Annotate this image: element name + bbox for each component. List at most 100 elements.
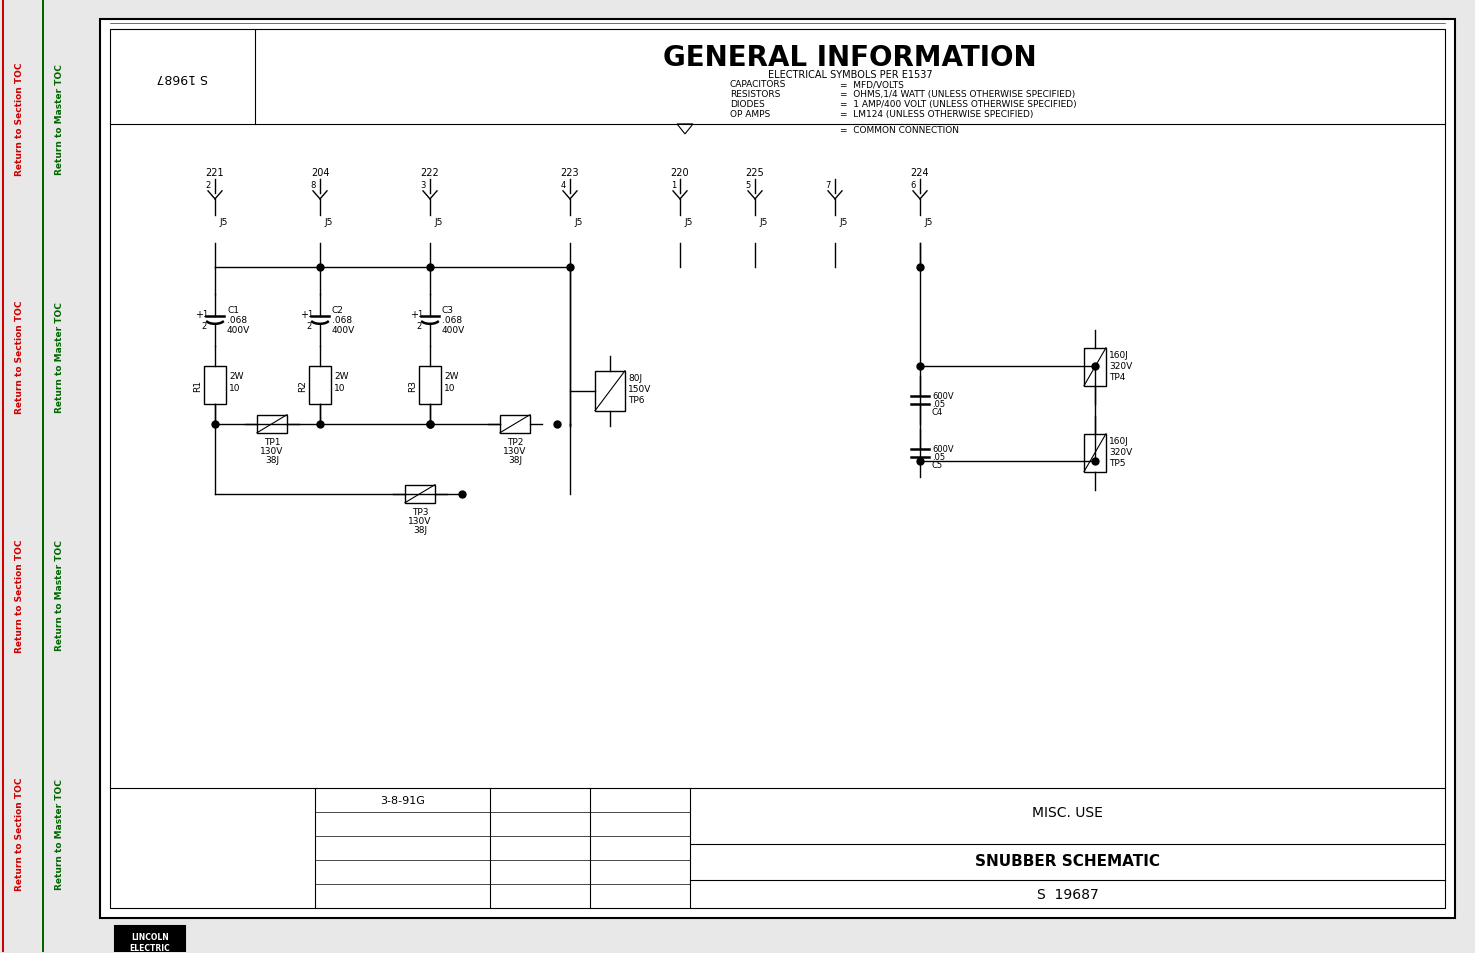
Text: Return to Section TOC: Return to Section TOC [16, 62, 25, 175]
Text: 38J: 38J [507, 456, 522, 464]
Text: J5: J5 [684, 217, 692, 227]
Text: 7: 7 [826, 181, 830, 191]
Text: 3-8-91G: 3-8-91G [381, 796, 425, 805]
Text: 5: 5 [746, 181, 751, 191]
Bar [1084, 435, 1106, 472]
Text: 320V: 320V [1109, 361, 1133, 371]
Bar [419, 366, 441, 404]
Text: 222: 222 [420, 168, 440, 177]
Text: Return to Master TOC: Return to Master TOC [56, 539, 65, 651]
Text: 221: 221 [205, 168, 224, 177]
Text: Return to Section TOC: Return to Section TOC [16, 300, 25, 414]
Text: +: + [299, 310, 308, 319]
Text: TP3: TP3 [412, 507, 428, 517]
Text: TP4: TP4 [1109, 373, 1125, 381]
Text: 2W: 2W [333, 372, 348, 380]
Text: .068: .068 [227, 316, 248, 325]
Text: J5: J5 [218, 217, 227, 227]
Text: 8: 8 [311, 181, 316, 191]
Bar [115, 926, 184, 953]
Text: Return to Section TOC: Return to Section TOC [16, 777, 25, 890]
Text: 38J: 38J [413, 525, 428, 534]
Text: CAPACITORS: CAPACITORS [730, 80, 786, 90]
Text: 2: 2 [202, 322, 207, 331]
Text: 2: 2 [205, 181, 211, 191]
Text: 1: 1 [671, 181, 676, 191]
Text: 600V: 600V [932, 444, 954, 454]
Text: TP2: TP2 [507, 437, 524, 446]
Text: =  MFD/VOLTS: = MFD/VOLTS [839, 80, 904, 90]
Text: 224: 224 [910, 168, 929, 177]
Text: J5: J5 [760, 217, 767, 227]
Text: LINCOLN: LINCOLN [131, 932, 168, 941]
Text: 6: 6 [910, 181, 916, 191]
Text: Return to Master TOC: Return to Master TOC [56, 778, 65, 889]
Text: Return to Section TOC: Return to Section TOC [16, 538, 25, 652]
Text: 600V: 600V [932, 392, 954, 400]
Bar [257, 416, 288, 434]
Bar [500, 416, 530, 434]
Bar [594, 372, 625, 412]
Text: .068: .068 [442, 316, 462, 325]
Text: C1: C1 [227, 306, 239, 314]
Bar [406, 485, 435, 503]
Text: 80J: 80J [628, 374, 642, 382]
Text: 1: 1 [202, 310, 207, 319]
Text: 130V: 130V [409, 517, 432, 525]
Text: .05: .05 [932, 399, 945, 408]
Text: =  1 AMP/400 VOLT (UNLESS OTHERWISE SPECIFIED): = 1 AMP/400 VOLT (UNLESS OTHERWISE SPECI… [839, 100, 1077, 110]
Text: TP6: TP6 [628, 395, 645, 404]
Text: GENERAL INFORMATION: GENERAL INFORMATION [664, 44, 1037, 71]
Text: C4: C4 [932, 407, 943, 416]
Text: .05: .05 [932, 453, 945, 461]
Text: C5: C5 [932, 460, 943, 469]
Text: MISC. USE: MISC. USE [1032, 805, 1103, 820]
Text: 2W: 2W [444, 372, 459, 380]
Text: Return to Master TOC: Return to Master TOC [56, 302, 65, 413]
Text: J5: J5 [923, 217, 932, 227]
Text: 3: 3 [420, 181, 426, 191]
Text: 400V: 400V [332, 326, 355, 335]
Text: 204: 204 [311, 168, 329, 177]
Text: 10: 10 [333, 383, 345, 393]
Text: .068: .068 [332, 316, 353, 325]
Text: 10: 10 [229, 383, 240, 393]
Text: 38J: 38J [266, 456, 279, 464]
Text: TP1: TP1 [264, 437, 280, 446]
Text: 130V: 130V [503, 446, 527, 456]
Text: DIODES: DIODES [730, 100, 764, 110]
Bar [308, 366, 330, 404]
Text: J5: J5 [839, 217, 847, 227]
Text: =  COMMON CONNECTION: = COMMON CONNECTION [839, 127, 959, 135]
Text: 4: 4 [560, 181, 566, 191]
Text: =  OHMS,1/4 WATT (UNLESS OTHERWISE SPECIFIED): = OHMS,1/4 WATT (UNLESS OTHERWISE SPECIF… [839, 91, 1075, 99]
Text: 2: 2 [307, 322, 313, 331]
Text: 1: 1 [417, 310, 422, 319]
Text: 2W: 2W [229, 372, 243, 380]
Text: 10: 10 [444, 383, 456, 393]
Text: 160J: 160J [1109, 436, 1128, 445]
Text: 2: 2 [417, 322, 422, 331]
Text: 130V: 130V [260, 446, 283, 456]
Text: Return to Master TOC: Return to Master TOC [56, 64, 65, 174]
Text: 220: 220 [671, 168, 689, 177]
Text: =  LM124 (UNLESS OTHERWISE SPECIFIED): = LM124 (UNLESS OTHERWISE SPECIFIED) [839, 111, 1034, 119]
Text: J5: J5 [574, 217, 583, 227]
Text: RESISTORS: RESISTORS [730, 91, 780, 99]
Text: S 19687: S 19687 [156, 71, 208, 85]
Text: 160J: 160J [1109, 351, 1128, 359]
Bar [204, 366, 226, 404]
Text: 1: 1 [307, 310, 313, 319]
Text: ELECTRICAL SYMBOLS PER E1537: ELECTRICAL SYMBOLS PER E1537 [767, 70, 932, 80]
Text: J5: J5 [434, 217, 442, 227]
Text: 225: 225 [746, 168, 764, 177]
Text: C3: C3 [442, 306, 454, 314]
Text: S  19687: S 19687 [1037, 887, 1099, 901]
Text: ELECTRIC: ELECTRIC [130, 943, 171, 952]
Text: R1: R1 [193, 379, 202, 392]
Text: SNUBBER SCHEMATIC: SNUBBER SCHEMATIC [975, 853, 1159, 868]
Text: C2: C2 [332, 306, 344, 314]
Text: R2: R2 [298, 379, 307, 392]
Text: OP AMPS: OP AMPS [730, 111, 770, 119]
Text: +: + [410, 310, 417, 319]
